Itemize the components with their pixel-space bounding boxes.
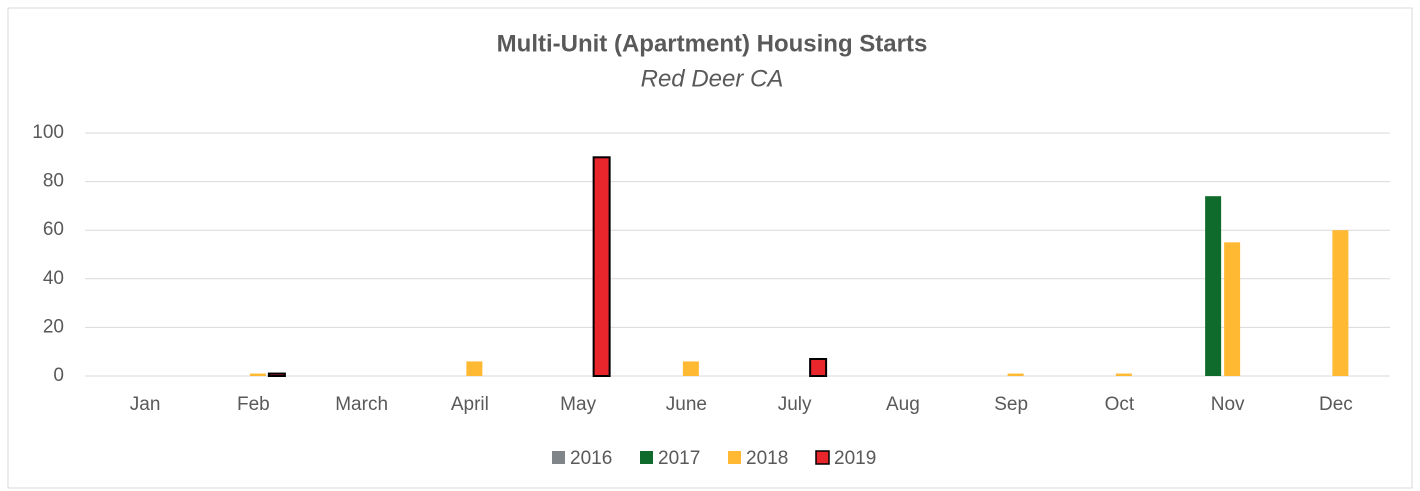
y-tick-label: 20 — [43, 316, 64, 337]
y-tick-label: 40 — [43, 268, 64, 289]
bar — [1332, 230, 1349, 376]
x-tick-label: April — [451, 394, 489, 415]
x-tick-label: Nov — [1211, 394, 1245, 415]
legend-swatch — [552, 451, 565, 464]
bar — [682, 361, 699, 376]
y-tick-label: 80 — [43, 171, 64, 192]
legend-swatch — [640, 451, 653, 464]
legend-swatch — [815, 450, 830, 465]
x-tick-label: Dec — [1319, 394, 1353, 415]
x-tick-label: Feb — [237, 394, 270, 415]
x-tick-label: Sep — [994, 394, 1028, 415]
bar — [809, 357, 828, 377]
legend-label: 2018 — [746, 448, 788, 469]
x-tick-label: May — [560, 394, 596, 415]
legend-label: 2017 — [658, 448, 700, 469]
bar — [267, 372, 286, 378]
x-tick-label: June — [666, 394, 707, 415]
bar — [592, 156, 611, 377]
x-tick-label: July — [778, 394, 812, 415]
chart-subtitle: Red Deer CA — [641, 65, 784, 92]
legend-label: 2016 — [570, 448, 612, 469]
bar — [1007, 373, 1024, 376]
legend-swatch — [728, 451, 741, 464]
bar — [466, 361, 483, 376]
bar — [1224, 242, 1241, 376]
chart-title: Multi-Unit (Apartment) Housing Starts — [497, 30, 928, 57]
y-tick-label: 60 — [43, 219, 64, 240]
x-tick-label: Aug — [886, 394, 920, 415]
x-tick-label: Oct — [1105, 394, 1135, 415]
y-tick-label: 100 — [32, 122, 64, 143]
y-tick-label: 0 — [53, 365, 64, 386]
bar — [1205, 196, 1222, 376]
bar — [1115, 373, 1132, 376]
x-tick-label: Jan — [130, 394, 161, 415]
bar — [249, 373, 266, 376]
chart-frame — [7, 7, 1413, 489]
x-tick-label: March — [335, 394, 388, 415]
legend-label: 2019 — [834, 448, 876, 469]
